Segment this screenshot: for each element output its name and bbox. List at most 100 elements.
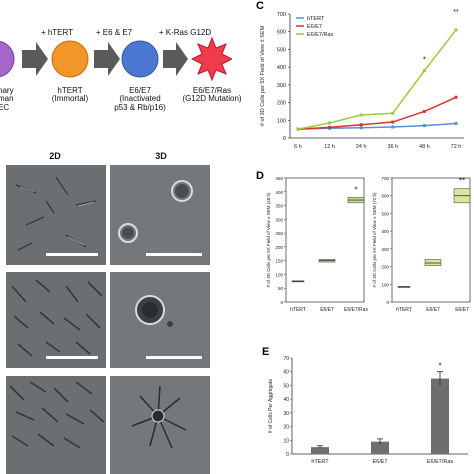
y-tick-label: 20: [283, 425, 289, 431]
step-label-primary: nary man EC: [0, 86, 14, 112]
e6e7-cell-circle: [121, 40, 159, 78]
x-tick-label: 12 h: [324, 144, 335, 150]
spheroid-texture: [135, 295, 173, 327]
y-tick-label: 100: [277, 118, 286, 124]
invasive-texture: [131, 385, 187, 449]
series-point: [454, 28, 458, 32]
y-tick-label: 100: [381, 282, 389, 287]
scale-bar: [146, 253, 202, 256]
y-tick-label: 10: [283, 438, 289, 444]
y-axis-label: # of 3D Cells per 5X Field of View ± SEM…: [372, 192, 377, 287]
series-point: [328, 125, 332, 129]
y-tick-label: 0: [386, 300, 389, 305]
y-tick-label: 500: [277, 47, 286, 53]
y-tick-label: 400: [275, 190, 283, 195]
micrograph-2d-ras: [6, 376, 106, 474]
y-tick-label: 70: [283, 356, 289, 362]
y-tick-label: 400: [277, 65, 286, 71]
y-tick-label: 100: [275, 272, 283, 277]
y-tick-label: 700: [277, 12, 286, 18]
bar: [311, 447, 329, 454]
series-point: [328, 121, 332, 125]
series-line-2: [297, 29, 457, 130]
y-tick-label: 50: [278, 286, 284, 291]
y-axis-label: # of Cells Per Aggregate: [268, 379, 274, 433]
arrow-label-2: + E6 & E7: [95, 28, 133, 37]
x-tick-label: 24 h: [356, 144, 367, 150]
panel-letter-d: D: [256, 170, 264, 182]
x-tick-label: E6/E7: [455, 307, 469, 313]
panel-letter-e: E: [262, 346, 270, 358]
y-tick-label: 40: [283, 397, 289, 403]
box-chart-48h: 0 50 100 150 200 250 300 350 400 450 hTERT E6/E7 E6/…: [266, 176, 368, 313]
y-tick-label: 150: [275, 259, 283, 264]
box-chart-72h: 0 100 200 300 400 500 600 700 hTERT E6/E7 E6/E7 # o…: [372, 176, 471, 313]
scale-bar: [46, 356, 98, 359]
y-tick-label: 300: [275, 217, 283, 222]
micrograph-3d-ras: [110, 376, 210, 474]
x-tick-label: E6/E7: [373, 459, 388, 465]
scale-bar: [146, 356, 202, 359]
bar-chart-e: 0 10 20 30 40 50 60 70 hTERT E6/E7 E6/E7/Ras # of C…: [268, 356, 468, 465]
series-point: [422, 124, 426, 128]
y-tick-label: 600: [277, 30, 286, 36]
significance-star: *: [423, 56, 426, 65]
micrograph-2d-htert: [6, 165, 106, 265]
series-point: [422, 109, 426, 113]
box: [424, 259, 442, 266]
series-point: [296, 127, 300, 131]
y-tick-label: 200: [275, 245, 283, 250]
micrograph-3d-htert: [110, 165, 210, 265]
series-point: [454, 121, 458, 125]
y-tick-label: 0: [286, 452, 289, 458]
series-point: [422, 69, 426, 73]
bar: [431, 378, 449, 454]
x-tick-label: 72 h: [451, 144, 462, 150]
x-tick-label: 6 h: [294, 144, 302, 150]
column-header-3d: 3D: [155, 151, 167, 161]
y-tick-label: 60: [283, 370, 289, 376]
arrow-2: [94, 42, 120, 76]
series-point: [391, 111, 395, 115]
series-point: [359, 113, 363, 117]
ras-cell-star: [190, 36, 234, 82]
x-tick-label: hTERT: [290, 307, 306, 313]
y-tick-label: 250: [275, 231, 283, 236]
y-tick-label: 0: [283, 136, 286, 142]
legend-label: hTERT: [307, 16, 325, 22]
series-point: [359, 123, 363, 127]
step-label-e6e7: E6/E7 (Inactivated p53 & Rb/p16): [114, 86, 166, 112]
arrow-label-1: + hTERT: [40, 28, 74, 37]
significance-star: *: [354, 185, 357, 194]
y-tick-label: 0: [280, 300, 283, 305]
x-tick-label: E6/E7: [320, 307, 334, 313]
y-tick-label: 700: [381, 176, 389, 181]
y-tick-label: 400: [381, 229, 389, 234]
y-tick-label: 200: [381, 265, 389, 270]
step-label-htert: hTERT (Immortal): [51, 86, 89, 104]
step-label-ras: E6/E7/Ras (G12D Mutation): [182, 86, 242, 104]
y-axis-label: # of 3D Cells per 5X Field of View ± SEM: [260, 26, 266, 127]
panel-a-schematic: + hTERT + E6 & E7 + K-Ras G12D nary man …: [0, 0, 242, 130]
series-point: [391, 120, 395, 124]
plot-frame: [285, 177, 365, 303]
arrow-1: [22, 42, 48, 76]
column-header-2d: 2D: [49, 151, 61, 161]
panel-letter-c: C: [256, 0, 264, 12]
significance-star: **: [453, 9, 459, 16]
y-tick-label: 500: [381, 211, 389, 216]
micrograph-3d-e6e7: [110, 272, 210, 368]
cells-texture: [15, 176, 97, 251]
x-tick-label: hTERT: [396, 307, 412, 313]
arrow-3: [163, 42, 188, 76]
y-tick-label: 600: [381, 194, 389, 199]
y-tick-label: 30: [283, 411, 289, 417]
micrograph-2d-e6e7: [6, 272, 106, 368]
x-tick-label: E6/E7: [426, 307, 440, 313]
significance-star: **: [459, 177, 465, 186]
bar: [371, 441, 389, 454]
cells-texture: [9, 381, 105, 449]
y-tick-label: 300: [277, 83, 286, 89]
y-tick-label: 350: [275, 204, 283, 209]
x-tick-label: E6/E7/Ras: [344, 307, 368, 313]
